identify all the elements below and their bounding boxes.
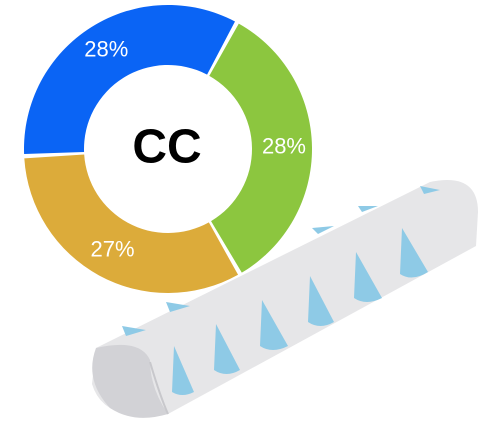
center-label: CC [132,121,201,174]
donut: 28% 28% 27% [23,4,313,293]
value-label: 28% [84,37,128,62]
pillow-illustration [92,180,478,418]
donut-segment [23,4,235,155]
donut-segment [209,23,313,273]
value-label: 28% [262,133,306,158]
value-label: 27% [90,237,134,262]
donut-segment [24,154,239,293]
